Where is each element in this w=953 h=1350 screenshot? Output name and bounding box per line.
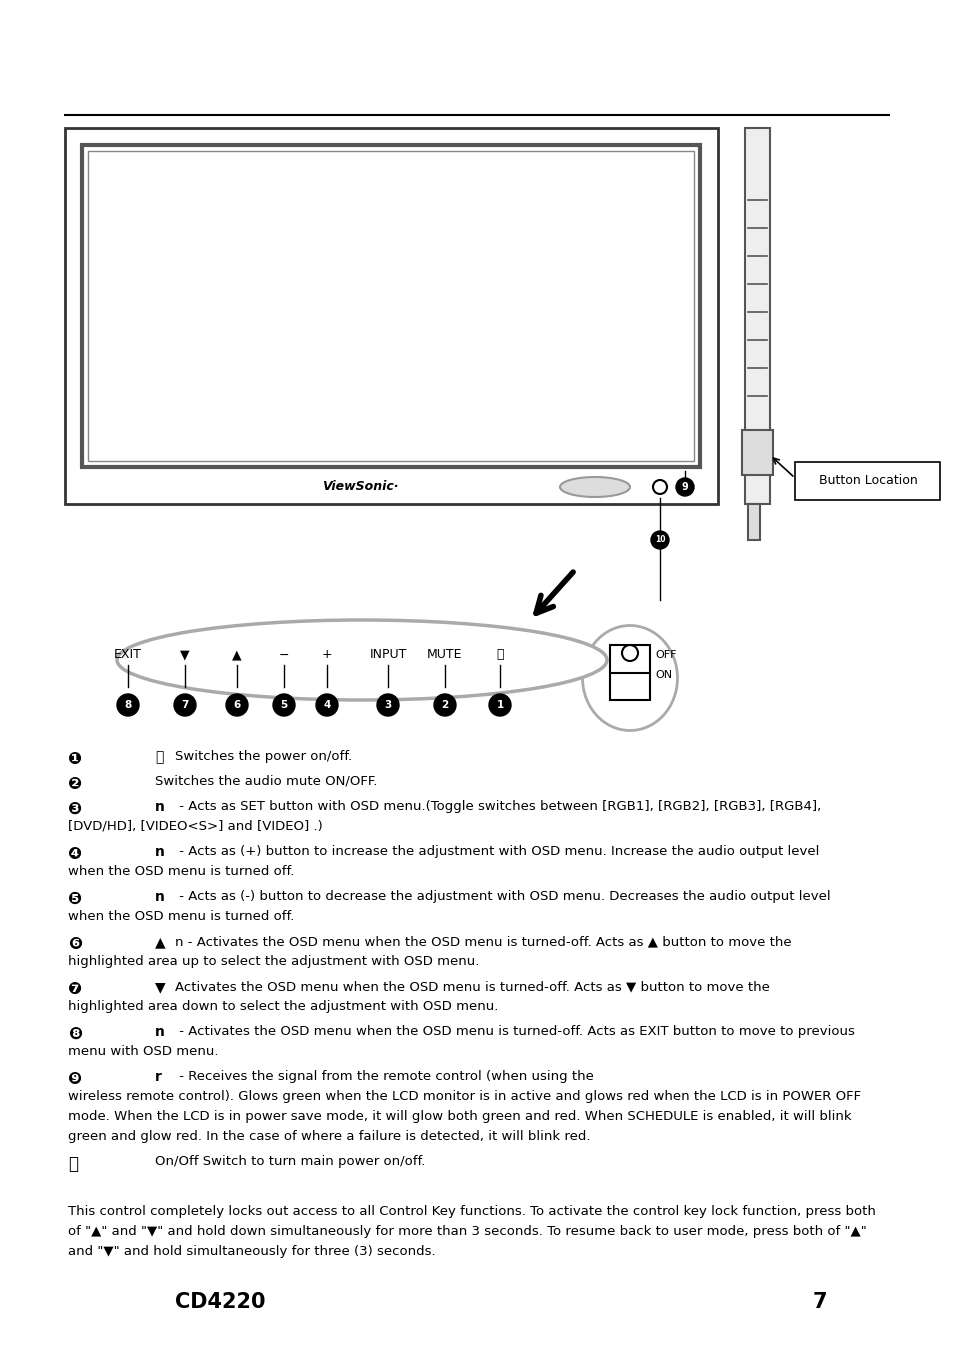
Text: 6: 6 bbox=[233, 701, 240, 710]
Text: CD4220: CD4220 bbox=[174, 1292, 265, 1312]
Text: ▼: ▼ bbox=[180, 648, 190, 662]
Text: 8: 8 bbox=[124, 701, 132, 710]
Bar bbox=[744, 128, 769, 504]
Text: - Receives the signal from the remote control (when using the: - Receives the signal from the remote co… bbox=[174, 1071, 594, 1083]
Text: wireless remote control). Glows green when the LCD monitor is in active and glow: wireless remote control). Glows green wh… bbox=[68, 1089, 861, 1103]
Text: - Activates the OSD menu when the OSD menu is turned-off. Acts as EXIT button to: - Activates the OSD menu when the OSD me… bbox=[174, 1025, 854, 1038]
Text: This control completely locks out access to all Control Key functions. To activa: This control completely locks out access… bbox=[68, 1206, 875, 1218]
Text: green and glow red. In the case of where a failure is detected, it will blink re: green and glow red. In the case of where… bbox=[68, 1130, 590, 1143]
Bar bbox=[741, 431, 772, 475]
Ellipse shape bbox=[582, 625, 677, 730]
Text: n: n bbox=[154, 801, 165, 814]
Text: 1: 1 bbox=[496, 701, 503, 710]
Circle shape bbox=[273, 694, 294, 716]
Text: ▲: ▲ bbox=[232, 648, 241, 662]
Bar bbox=[82, 144, 700, 467]
Text: ON: ON bbox=[655, 670, 672, 680]
Text: OFF: OFF bbox=[655, 649, 676, 660]
Text: Switches the power on/off.: Switches the power on/off. bbox=[174, 751, 352, 763]
Text: ❹: ❹ bbox=[68, 845, 82, 863]
Text: r: r bbox=[154, 1071, 162, 1084]
Text: ❾: ❾ bbox=[68, 1071, 82, 1088]
Circle shape bbox=[376, 694, 398, 716]
Text: n - Activates the OSD menu when the OSD menu is turned-off. Acts as ▲ button to : n - Activates the OSD menu when the OSD … bbox=[174, 936, 791, 948]
Text: [DVD/HD], [VIDEO<S>] and [VIDEO] .): [DVD/HD], [VIDEO<S>] and [VIDEO] .) bbox=[68, 819, 322, 833]
Text: highlighted area up to select the adjustment with OSD menu.: highlighted area up to select the adjust… bbox=[68, 954, 478, 968]
Text: ▼: ▼ bbox=[154, 980, 166, 994]
Text: - Acts as (+) button to increase the adjustment with OSD menu. Increase the audi: - Acts as (+) button to increase the adj… bbox=[174, 845, 819, 859]
Bar bbox=[65, 128, 718, 504]
Text: and "▼" and hold simultaneously for three (3) seconds.: and "▼" and hold simultaneously for thre… bbox=[68, 1245, 436, 1258]
Text: ⏻: ⏻ bbox=[496, 648, 503, 662]
Circle shape bbox=[434, 694, 456, 716]
Text: 7: 7 bbox=[812, 1292, 826, 1312]
Text: 5: 5 bbox=[280, 701, 287, 710]
Circle shape bbox=[117, 694, 139, 716]
Text: 7: 7 bbox=[181, 701, 189, 710]
Text: −: − bbox=[278, 648, 289, 662]
Text: On/Off Switch to turn main power on/off.: On/Off Switch to turn main power on/off. bbox=[154, 1156, 425, 1168]
Bar bbox=[88, 151, 693, 460]
Text: mode. When the LCD is in power save mode, it will glow both green and red. When : mode. When the LCD is in power save mode… bbox=[68, 1110, 851, 1123]
Ellipse shape bbox=[117, 620, 606, 701]
Text: ❼: ❼ bbox=[68, 980, 82, 998]
Text: ▲: ▲ bbox=[154, 936, 166, 949]
Text: 4: 4 bbox=[323, 701, 331, 710]
Text: 10: 10 bbox=[654, 536, 664, 544]
Text: 2: 2 bbox=[441, 701, 448, 710]
Text: ❸: ❸ bbox=[68, 801, 82, 818]
Bar bbox=[609, 645, 649, 701]
Text: highlighted area down to select the adjustment with OSD menu.: highlighted area down to select the adju… bbox=[68, 1000, 497, 1012]
Ellipse shape bbox=[559, 477, 629, 497]
Text: n: n bbox=[154, 845, 165, 859]
Circle shape bbox=[650, 531, 668, 549]
Text: INPUT: INPUT bbox=[369, 648, 406, 662]
Text: when the OSD menu is turned off.: when the OSD menu is turned off. bbox=[68, 910, 294, 923]
Text: - Acts as (-) button to decrease the adjustment with OSD menu. Decreases the aud: - Acts as (-) button to decrease the adj… bbox=[174, 890, 830, 903]
Text: n: n bbox=[154, 890, 165, 905]
Bar bbox=[747, 504, 760, 540]
Text: EXIT: EXIT bbox=[114, 648, 142, 662]
Text: ❶: ❶ bbox=[68, 751, 82, 768]
Text: Switches the audio mute ON/OFF.: Switches the audio mute ON/OFF. bbox=[154, 775, 377, 788]
Text: menu with OSD menu.: menu with OSD menu. bbox=[68, 1045, 218, 1058]
Circle shape bbox=[489, 694, 511, 716]
Text: of "▲" and "▼" and hold down simultaneously for more than 3 seconds. To resume b: of "▲" and "▼" and hold down simultaneou… bbox=[68, 1224, 866, 1238]
Text: ⓿: ⓿ bbox=[68, 1156, 78, 1173]
Bar bbox=[794, 462, 939, 500]
Text: - Acts as SET button with OSD menu.(Toggle switches between [RGB1], [RGB2], [RGB: - Acts as SET button with OSD menu.(Togg… bbox=[174, 801, 821, 813]
Text: ❻: ❻ bbox=[68, 936, 82, 953]
Text: ❺: ❺ bbox=[68, 890, 82, 909]
Circle shape bbox=[226, 694, 248, 716]
Circle shape bbox=[315, 694, 337, 716]
Text: ❷: ❷ bbox=[68, 775, 82, 792]
Text: 3: 3 bbox=[384, 701, 392, 710]
Text: when the OSD menu is turned off.: when the OSD menu is turned off. bbox=[68, 865, 294, 878]
Text: Activates the OSD menu when the OSD menu is turned-off. Acts as ▼ button to move: Activates the OSD menu when the OSD menu… bbox=[174, 980, 769, 994]
Circle shape bbox=[173, 694, 195, 716]
Text: 9: 9 bbox=[680, 482, 688, 491]
Text: ❽: ❽ bbox=[68, 1025, 82, 1044]
Circle shape bbox=[676, 478, 693, 495]
Text: Button Location: Button Location bbox=[818, 474, 917, 487]
Text: +: + bbox=[321, 648, 332, 662]
Text: MUTE: MUTE bbox=[427, 648, 462, 662]
Text: ViewSonic·: ViewSonic· bbox=[321, 481, 397, 494]
Text: n: n bbox=[154, 1025, 165, 1040]
Text: ⏻: ⏻ bbox=[154, 751, 163, 764]
